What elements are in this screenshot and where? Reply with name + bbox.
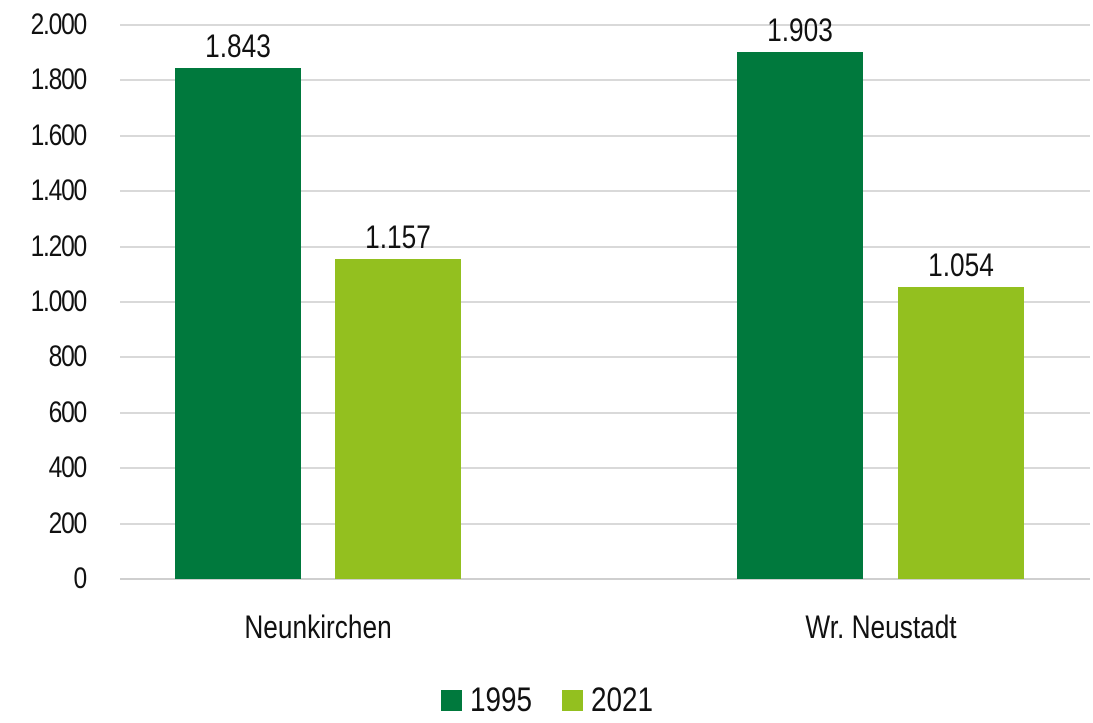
data-label: 1.054: [928, 247, 994, 284]
gridline: [120, 134, 1090, 137]
y-tick-label: 1.000: [30, 285, 88, 318]
bar-1995: [175, 68, 301, 579]
data-label: 1.903: [767, 11, 833, 48]
y-tick-label: 400: [48, 451, 88, 485]
legend-item-2021: 2021: [561, 681, 653, 719]
gridline: [120, 356, 1090, 359]
gridline: [120, 79, 1090, 82]
gridline: [120, 190, 1090, 193]
legend: 1995 2021: [0, 683, 1093, 717]
data-label: 1.843: [205, 28, 271, 65]
y-tick-label: 800: [48, 340, 88, 374]
y-tick-label: 1.600: [30, 118, 88, 152]
legend-label: 1995: [469, 681, 532, 719]
gridline: [120, 522, 1090, 525]
y-tick-label: 2.000: [30, 8, 88, 41]
legend-item-1995: 1995: [440, 681, 532, 719]
bar-2021: [335, 258, 461, 579]
legend-label: 2021: [590, 681, 653, 719]
gridline: [120, 245, 1090, 248]
gridline: [120, 578, 1090, 580]
gridline: [120, 24, 1090, 26]
y-tick-label: 1.800: [30, 63, 88, 97]
x-category-label: Wr. Neustadt: [804, 609, 957, 645]
legend-swatch-2021: [561, 689, 583, 711]
gridline: [120, 301, 1090, 303]
y-tick-label: 200: [48, 506, 88, 540]
y-tick-label: 600: [48, 395, 88, 429]
gridline: [120, 411, 1090, 414]
y-tick-label: 1.200: [30, 229, 88, 263]
y-tick-label: 1.400: [30, 174, 88, 208]
legend-swatch-1995: [440, 689, 462, 711]
x-category-label: Neunkirchen: [244, 609, 392, 645]
data-label: 1.157: [365, 218, 431, 255]
y-tick-label: 0: [73, 562, 88, 595]
bar-1995: [737, 51, 863, 579]
gridline: [120, 467, 1090, 470]
bar-2021: [898, 287, 1024, 579]
